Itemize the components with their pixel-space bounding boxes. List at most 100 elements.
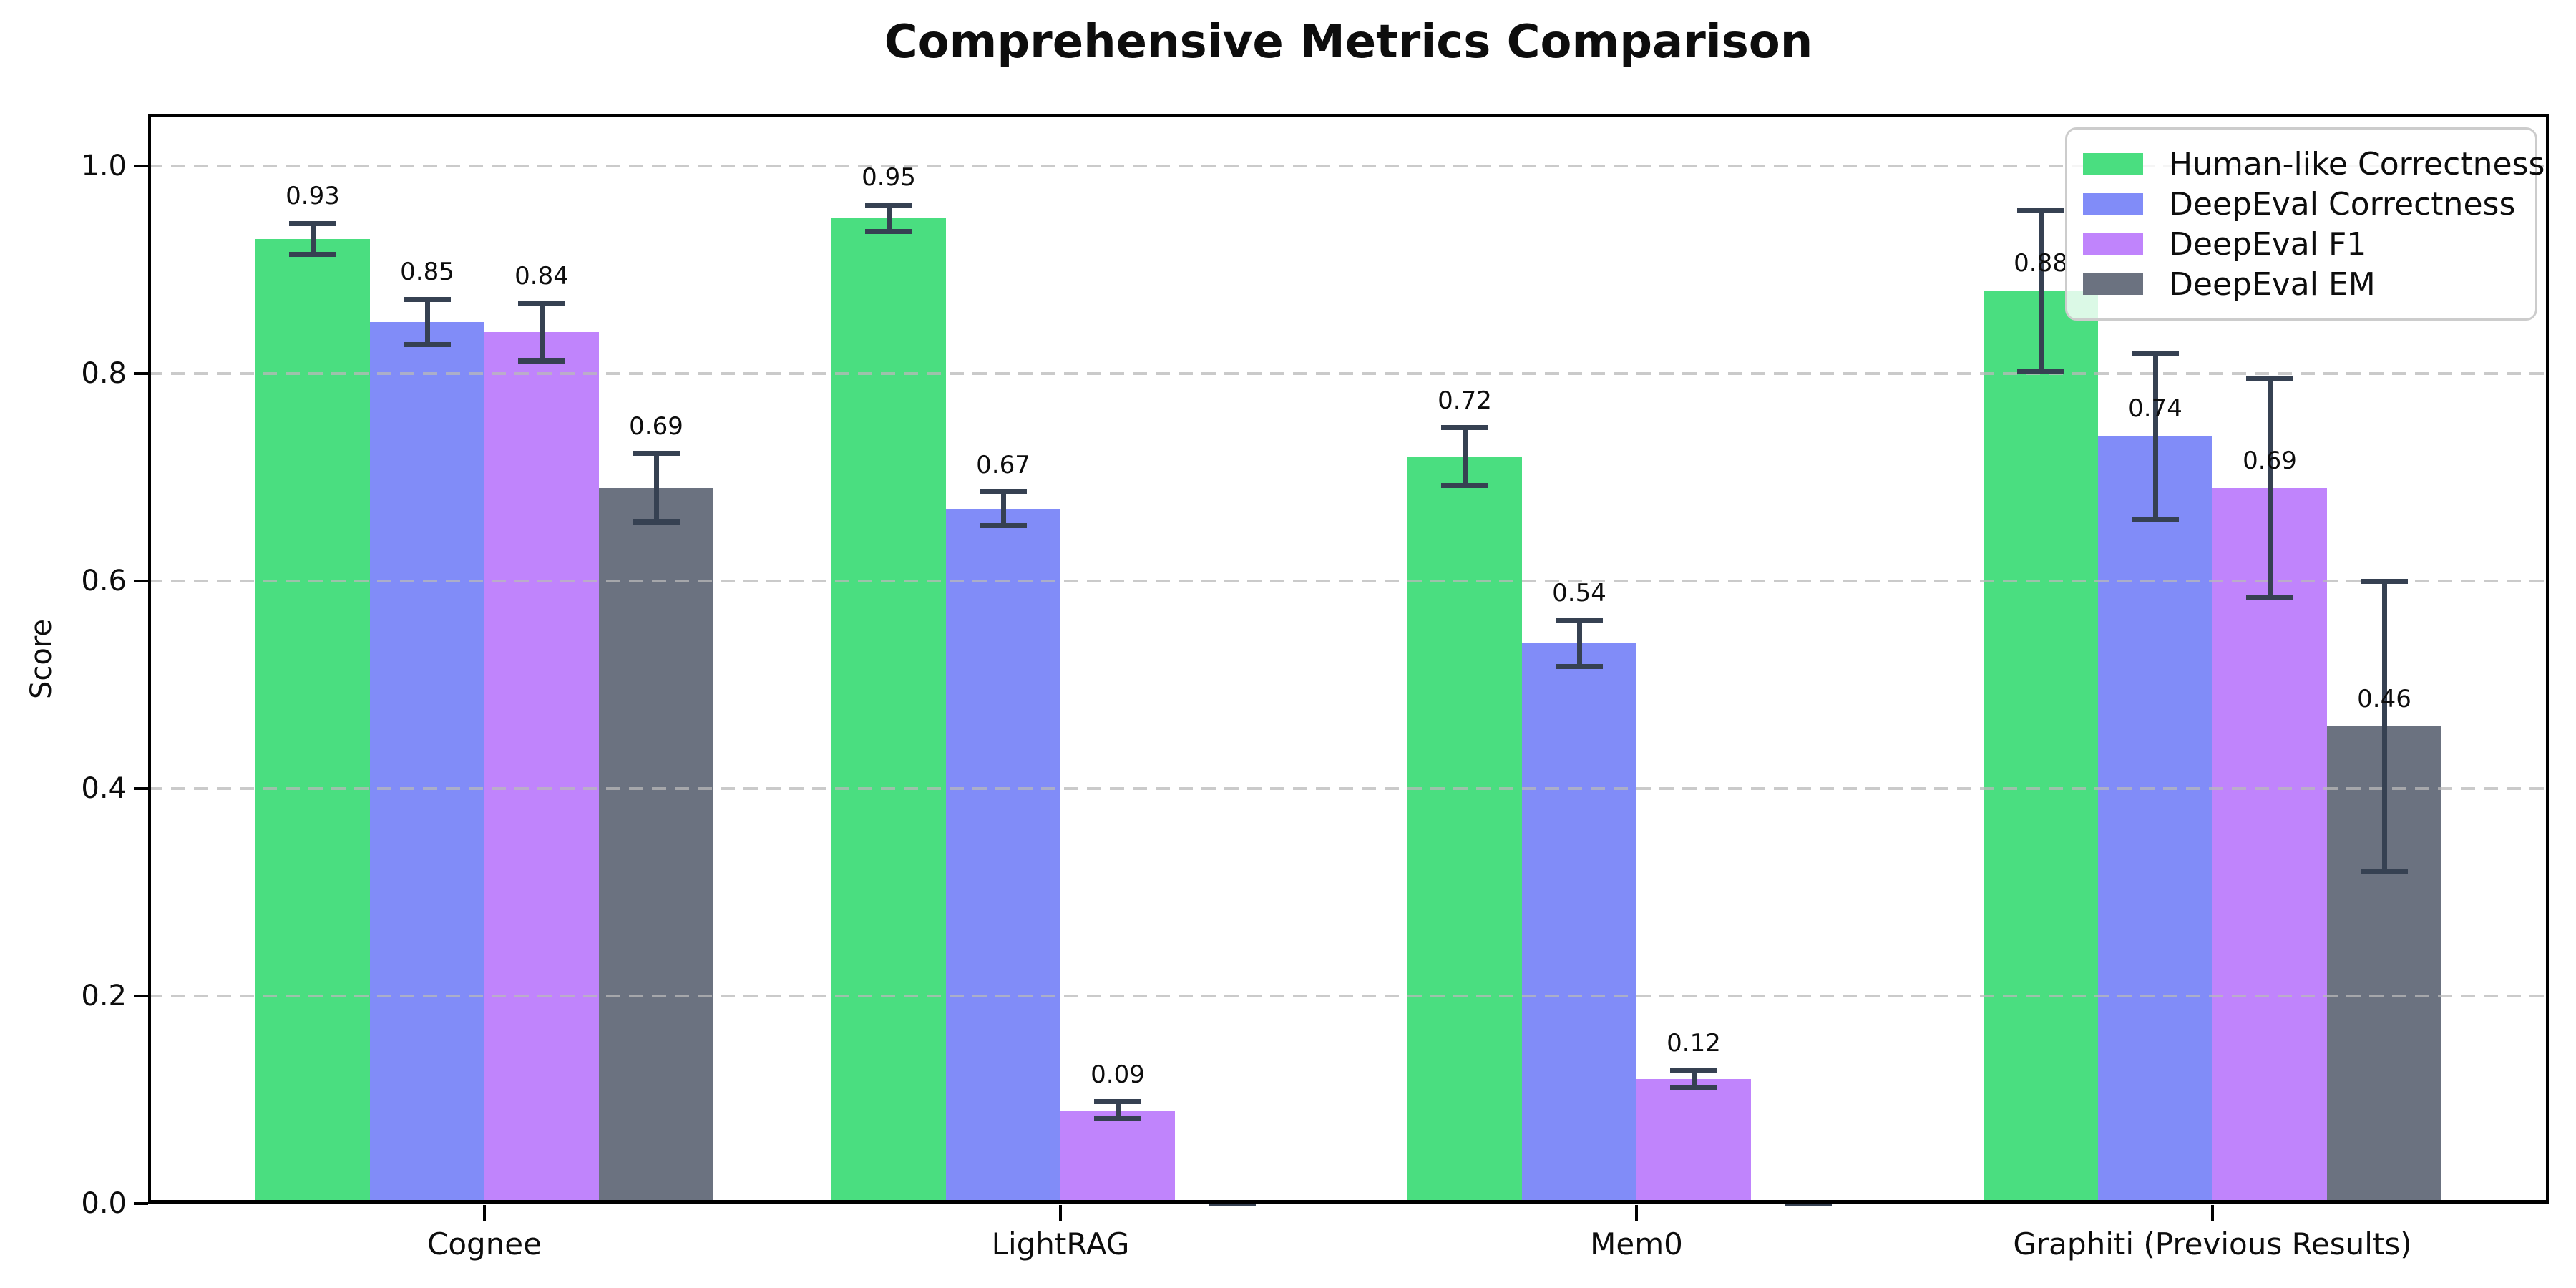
y-tick-label: 0.8 [81, 357, 127, 391]
error-bar-cap-top [633, 451, 680, 457]
bar-cognee-series-3 [599, 487, 713, 1204]
error-bar-cap-top [404, 296, 451, 302]
error-bar [886, 205, 892, 232]
error-bar-cap-bottom [1094, 1116, 1141, 1121]
error-bar-cap-top [518, 301, 565, 306]
error-bar-cap-top [865, 202, 912, 208]
bar-lightrag-series-2 [1060, 1110, 1175, 1204]
y-tick-label: 0.2 [81, 980, 127, 1013]
legend: Human-like Correctness DeepEval Correctne… [2065, 127, 2545, 321]
error-bar-cap-bottom [633, 519, 680, 525]
bar-lightrag-series-0 [831, 218, 946, 1204]
x-tick-mark [2211, 1205, 2214, 1221]
y-tick-label: 0.6 [81, 565, 127, 598]
x-category-label: Cognee [427, 1226, 542, 1262]
error-bar-cap-top [2246, 376, 2293, 382]
y-tick-label: 0.4 [81, 772, 127, 806]
gridline-0.6 [148, 580, 2549, 583]
x-tick-mark [1635, 1205, 1638, 1221]
bar-value-label: 0.69 [629, 411, 683, 441]
error-bar-cap-top [289, 220, 336, 226]
y-tick-mark [134, 165, 148, 168]
legend-label: DeepEval F1 [2169, 225, 2367, 263]
bar-graphiti-previous-results--series-0 [1984, 291, 2098, 1204]
bar-mem0-series-2 [1636, 1079, 1751, 1204]
x-category-label: LightRAG [991, 1226, 1130, 1262]
bar-graphiti-previous-results--series-1 [2098, 436, 2212, 1204]
bar-value-label: 0.84 [514, 261, 569, 291]
error-bar [424, 299, 430, 345]
error-bar-cap-bottom [1556, 663, 1603, 669]
error-bar [1462, 427, 1468, 486]
bar-mem0-series-1 [1522, 643, 1636, 1204]
bar-cognee-series-0 [255, 238, 370, 1204]
gridline-0.8 [148, 372, 2549, 376]
legend-label: DeepEval EM [2169, 265, 2376, 303]
error-bar [539, 303, 545, 361]
bar-value-label: 0.93 [286, 182, 340, 211]
error-bar [2152, 353, 2158, 519]
error-bar [310, 223, 316, 255]
error-bar [1000, 492, 1006, 525]
error-bar [1691, 1070, 1697, 1088]
bar-value-label: 0.95 [862, 163, 916, 192]
error-bar-cap-bottom [2017, 368, 2064, 374]
error-bar-cap-top [2361, 578, 2408, 584]
error-bar-cap-bottom [518, 358, 565, 364]
bar-graphiti-previous-results--series-2 [2212, 487, 2327, 1204]
legend-item: DeepEval EM [2083, 264, 2517, 304]
bar-value-label: 0.67 [976, 450, 1030, 479]
bar-value-label: 0.72 [1438, 386, 1492, 415]
gridline-0.2 [148, 995, 2549, 998]
gridline-1 [148, 165, 2549, 168]
error-bar-cap-top [980, 489, 1027, 495]
error-bar [2381, 581, 2387, 872]
bar-value-label: 0.12 [1667, 1029, 1721, 1058]
error-bar [2267, 379, 2273, 597]
error-bar-cap-bottom [1441, 483, 1488, 489]
error-bar [653, 453, 659, 522]
error-bar [2038, 210, 2044, 371]
legend-item: DeepEval F1 [2083, 224, 2517, 264]
error-bar-cap-bottom [865, 229, 912, 235]
y-axis-label: Score [25, 618, 58, 700]
legend-label: DeepEval Correctness [2169, 185, 2516, 223]
error-bar-cap-top [2132, 350, 2179, 356]
legend-label: Human-like Correctness [2169, 145, 2545, 182]
error-bar-cap-top [1785, 1201, 1832, 1206]
error-bar-cap-bottom [2361, 869, 2408, 874]
bar-value-label: 0.54 [1552, 579, 1606, 608]
bar-mem0-series-0 [1407, 457, 1522, 1204]
bar-cognee-series-1 [370, 321, 484, 1204]
legend-item: DeepEval Correctness [2083, 184, 2517, 224]
error-bar-cap-top [1670, 1068, 1717, 1073]
legend-item: Human-like Correctness [2083, 144, 2545, 184]
error-bar-cap-bottom [2246, 594, 2293, 600]
x-tick-mark [1059, 1205, 1062, 1221]
error-bar-cap-bottom [1670, 1085, 1717, 1091]
error-bar-cap-bottom [980, 522, 1027, 528]
bar-value-label: 0.09 [1091, 1060, 1145, 1089]
x-tick-mark [483, 1205, 486, 1221]
error-bar-cap-bottom [2132, 516, 2179, 522]
y-tick-mark [134, 787, 148, 791]
y-tick-mark [134, 580, 148, 583]
error-bar-cap-top [1209, 1201, 1256, 1206]
bar-value-label: 0.88 [2014, 249, 2068, 278]
y-tick-mark [134, 372, 148, 376]
x-category-label: Graphiti (Previous Results) [2013, 1226, 2412, 1262]
bar-value-label: 0.46 [2357, 685, 2411, 714]
error-bar [1576, 620, 1582, 667]
legend-swatch [2083, 153, 2143, 175]
chart-title: Comprehensive Metrics Comparison [884, 16, 1813, 69]
error-bar-cap-bottom [289, 252, 336, 258]
bar-value-label: 0.69 [2243, 446, 2297, 475]
error-bar-cap-top [1556, 618, 1603, 623]
error-bar-cap-bottom [404, 342, 451, 348]
y-tick-mark [134, 1202, 148, 1205]
bar-value-label: 0.85 [400, 258, 454, 286]
error-bar-cap-top [1094, 1099, 1141, 1105]
bar-cognee-series-2 [484, 332, 599, 1204]
bar-value-label: 0.74 [2128, 394, 2182, 424]
